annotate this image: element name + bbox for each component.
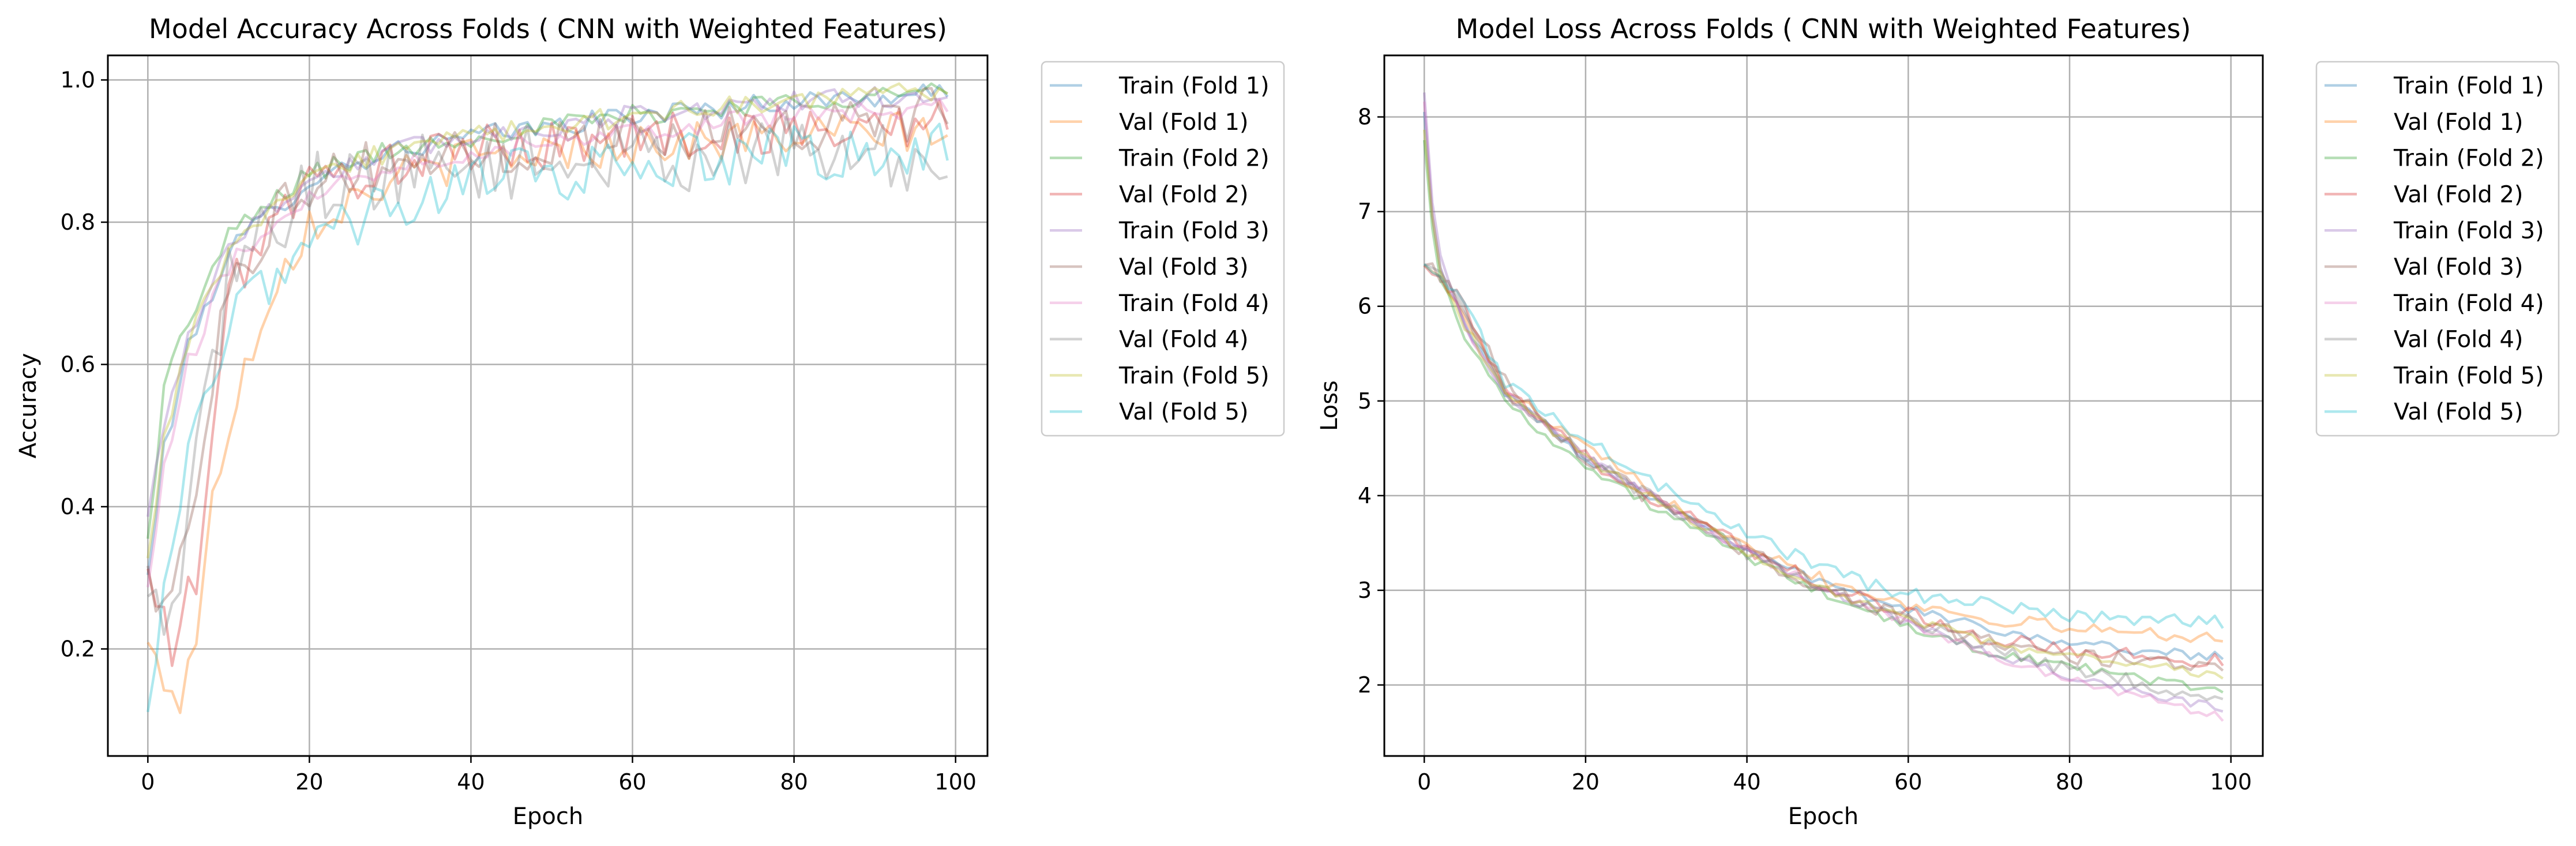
loss-line-train-fold-2	[1422, 140, 2224, 694]
loss-line-val-fold-4	[1424, 263, 2224, 702]
accuracy-line-val-fold-1	[147, 111, 948, 714]
accuracy-line-val-fold-4	[147, 115, 948, 636]
loss-line-val-fold-5	[1423, 263, 2224, 629]
accuracy-chart-title: Model Accuracy Across Folds ( CNN with W…	[149, 13, 947, 44]
loss-legend-label-train-fold-3: Train (Fold 3)	[2393, 218, 2544, 244]
loss-x-tick-label: 0	[1417, 769, 1431, 795]
accuracy-plot-area	[107, 54, 989, 757]
accuracy-legend-label-val-fold-1: Val (Fold 1)	[1119, 109, 1249, 136]
accuracy-x-tick-label: 60	[618, 769, 646, 795]
accuracy-y-tick-label: 0.2	[61, 637, 95, 662]
accuracy-gridlines	[108, 55, 987, 756]
accuracy-legend-label-val-fold-3: Val (Fold 3)	[1119, 254, 1249, 280]
accuracy-legend-label-train-fold-1: Train (Fold 1)	[1118, 73, 1270, 99]
accuracy-legend-label-train-fold-3: Train (Fold 3)	[1118, 218, 1270, 244]
loss-line-val-fold-3	[1424, 262, 2224, 672]
loss-y-tick-label: 5	[1358, 388, 1372, 414]
loss-x-tick-label: 80	[2056, 769, 2083, 795]
accuracy-line-val-fold-5	[147, 122, 949, 713]
accuracy-y-tick-label: 0.4	[61, 494, 95, 519]
accuracy-x-tick-label: 0	[141, 769, 155, 795]
loss-series-lines	[1422, 92, 2224, 722]
accuracy-chart: Model Accuracy Across Folds ( CNN with W…	[15, 13, 1285, 830]
accuracy-line-val-fold-3	[147, 87, 949, 613]
loss-y-tick-label: 8	[1358, 104, 1372, 130]
loss-line-train-fold-4	[1422, 102, 2224, 722]
loss-x-tick-label: 100	[2210, 769, 2252, 795]
accuracy-line-train-fold-5	[147, 82, 949, 559]
loss-plot-area	[1383, 54, 2264, 757]
loss-y-tick-label: 3	[1358, 578, 1372, 603]
loss-legend-label-train-fold-2: Train (Fold 2)	[2393, 145, 2544, 172]
accuracy-y-axis-label: Accuracy	[15, 353, 42, 459]
accuracy-y-tick-label: 0.6	[61, 352, 95, 377]
accuracy-line-val-fold-2	[147, 99, 949, 667]
accuracy-x-tick-label: 20	[295, 769, 323, 795]
accuracy-legend-label-train-fold-4: Train (Fold 4)	[1118, 290, 1270, 317]
loss-legend-label-val-fold-5: Val (Fold 5)	[2394, 399, 2524, 425]
accuracy-legend-label-train-fold-5: Train (Fold 5)	[1118, 362, 1270, 389]
accuracy-x-tick-label: 100	[934, 769, 977, 795]
loss-legend-frame	[2315, 61, 2560, 437]
accuracy-legend-frame	[1041, 61, 1285, 437]
loss-chart: Model Loss Across Folds ( CNN with Weigh…	[1316, 13, 2560, 830]
accuracy-y-tick-label: 0.8	[61, 209, 95, 235]
loss-legend-label-train-fold-5: Train (Fold 5)	[2393, 362, 2544, 389]
loss-y-axis-label: Loss	[1316, 380, 1343, 431]
loss-legend-label-val-fold-4: Val (Fold 4)	[2394, 327, 2524, 353]
loss-y-tick-label: 6	[1358, 294, 1372, 319]
loss-legend-label-val-fold-3: Val (Fold 3)	[2394, 254, 2524, 280]
loss-y-tick-label: 7	[1358, 199, 1372, 224]
accuracy-line-train-fold-4	[147, 98, 949, 587]
accuracy-x-axis-label: Epoch	[513, 803, 583, 830]
loss-line-train-fold-1	[1422, 111, 2224, 661]
accuracy-series-lines	[147, 82, 949, 714]
loss-line-val-fold-2	[1423, 264, 2224, 668]
accuracy-legend-label-val-fold-2: Val (Fold 2)	[1119, 181, 1249, 208]
accuracy-axis-ticks: 0 20 40 60 80 100 0.2 0.4 0.6 0.8 1.0	[61, 68, 977, 795]
loss-legend-label-val-fold-1: Val (Fold 1)	[2394, 109, 2524, 136]
loss-y-tick-label: 2	[1358, 672, 1372, 698]
loss-line-train-fold-3	[1422, 92, 2224, 713]
loss-legend-label-train-fold-1: Train (Fold 1)	[2393, 73, 2544, 99]
accuracy-line-train-fold-1	[147, 83, 949, 575]
accuracy-legend-label-train-fold-2: Train (Fold 2)	[1118, 145, 1270, 172]
loss-x-tick-label: 20	[1572, 769, 1599, 795]
loss-legend-label-train-fold-4: Train (Fold 4)	[2393, 290, 2544, 317]
loss-x-tick-label: 60	[1894, 769, 1922, 795]
accuracy-x-tick-label: 40	[457, 769, 485, 795]
accuracy-line-train-fold-2	[147, 82, 948, 539]
accuracy-legend-label-val-fold-4: Val (Fold 4)	[1119, 327, 1249, 353]
loss-y-tick-label: 4	[1358, 483, 1372, 508]
loss-legend-label-val-fold-2: Val (Fold 2)	[2394, 181, 2524, 208]
loss-x-tick-label: 40	[1733, 769, 1760, 795]
accuracy-line-train-fold-3	[147, 86, 948, 517]
loss-legend: Train (Fold 1) Val (Fold 1) Train (Fold 2)…	[2315, 61, 2560, 437]
loss-line-train-fold-5	[1422, 129, 2224, 680]
accuracy-y-tick-label: 1.0	[61, 68, 95, 93]
accuracy-legend: Train (Fold 1) Val (Fold 1) Train (Fold 2)…	[1041, 61, 1285, 437]
loss-gridlines	[1384, 55, 2263, 756]
accuracy-legend-label-val-fold-5: Val (Fold 5)	[1119, 399, 1249, 425]
loss-line-val-fold-1	[1423, 264, 2224, 643]
loss-chart-title: Model Loss Across Folds ( CNN with Weigh…	[1456, 13, 2191, 44]
loss-x-axis-label: Epoch	[1788, 803, 1858, 830]
accuracy-x-tick-label: 80	[780, 769, 808, 795]
loss-axis-ticks: 0 20 40 60 80 100 2 3 4 5 6 7 8	[1358, 104, 2252, 795]
